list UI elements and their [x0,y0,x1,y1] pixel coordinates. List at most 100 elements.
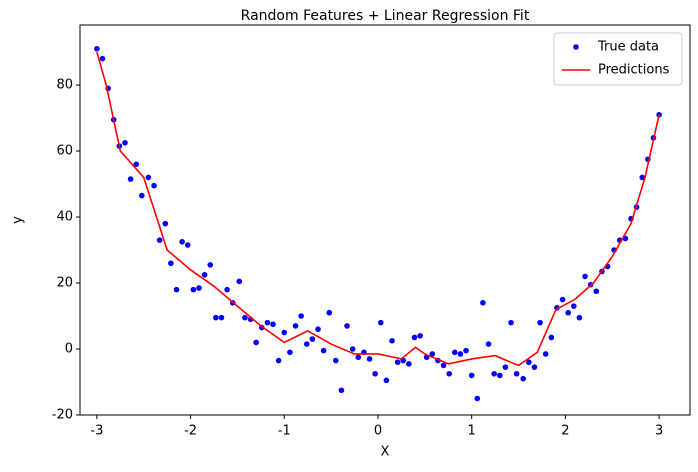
x-tick-label: 2 [561,424,569,439]
data-point [394,359,401,366]
data-point [298,313,304,319]
data-point [440,362,447,369]
data-point [94,45,100,52]
data-point [168,260,174,267]
legend-label: True data [597,40,659,55]
data-point [218,314,225,321]
data-point [429,351,436,357]
data-point [156,237,163,243]
data-point [593,288,600,295]
data-point [526,359,532,366]
y-tick-label: 20 [56,276,73,291]
data-point [122,139,128,146]
data-point [207,262,214,268]
data-point [201,271,208,278]
data-point [537,319,543,326]
data-point [463,347,469,354]
y-tick-label: 0 [65,342,73,357]
x-tick-label: -2 [184,424,197,439]
y-tick-label: -20 [52,408,73,423]
data-point [639,174,646,181]
plot-frame [79,24,691,416]
data-point [366,356,373,362]
x-tick-label: 1 [468,424,476,439]
data-point [236,278,243,285]
data-point [383,377,390,384]
data-point [372,370,378,377]
data-point [184,242,191,248]
x-tick-label: -1 [278,424,291,439]
data-point [190,286,197,293]
data-point [338,387,345,394]
data-point [377,319,384,326]
data-point [502,364,509,370]
data-point [127,176,134,182]
data-point [411,334,418,341]
data-point [496,372,503,379]
data-point [389,337,395,344]
data-point [133,161,140,168]
data-point [344,323,350,329]
data-point [320,347,327,354]
data-point [145,174,152,181]
y-tick-label: 40 [56,210,73,225]
data-point [281,329,288,336]
data-point [151,182,157,189]
data-point [656,111,662,118]
data-point [326,309,333,316]
legend-marker [573,44,579,50]
data-point [491,370,497,377]
legend-label: Predictions [598,63,670,78]
data-point [315,326,321,333]
data-point [275,357,282,364]
data-point [309,336,316,342]
data-point [270,321,276,328]
data-point [173,286,180,293]
data-point [417,333,423,339]
y-tick-label: 60 [56,144,73,159]
data-point [508,319,514,326]
data-point [253,339,259,346]
x-tick-label: -3 [90,424,103,439]
data-point [162,220,169,227]
data-point [531,364,538,370]
data-point [520,375,527,382]
data-point [576,314,583,321]
data-point [446,370,452,377]
x-tick-label: 3 [655,424,663,439]
y-tick-label: 80 [56,78,73,93]
data-point [242,314,248,321]
chart-title: Random Features + Linear Regression Fit [241,8,530,24]
data-point [485,341,492,347]
data-point [292,323,299,329]
data-point [303,341,310,347]
data-point [571,303,577,309]
data-point [565,309,571,316]
data-point [179,238,185,245]
data-point [333,357,339,364]
data-point [99,55,106,62]
data-point [468,372,475,379]
data-point [474,395,481,402]
data-point [213,314,219,321]
x-axis-label: X [381,445,390,460]
data-point [287,349,293,356]
data-point [582,273,588,280]
prediction-line [96,51,660,367]
data-point [480,300,486,306]
data-point [264,319,271,326]
data-point [559,296,566,303]
legend-box [553,32,683,86]
data-point [349,346,356,352]
data-point [457,351,464,357]
data-point [452,349,458,356]
data-point [139,192,145,199]
data-point [224,286,230,293]
data-point [355,354,362,361]
data-point [196,285,202,291]
data-point [406,361,412,367]
x-tick-label: 0 [374,424,382,439]
y-axis-label: y [11,216,26,224]
data-point [542,351,549,357]
